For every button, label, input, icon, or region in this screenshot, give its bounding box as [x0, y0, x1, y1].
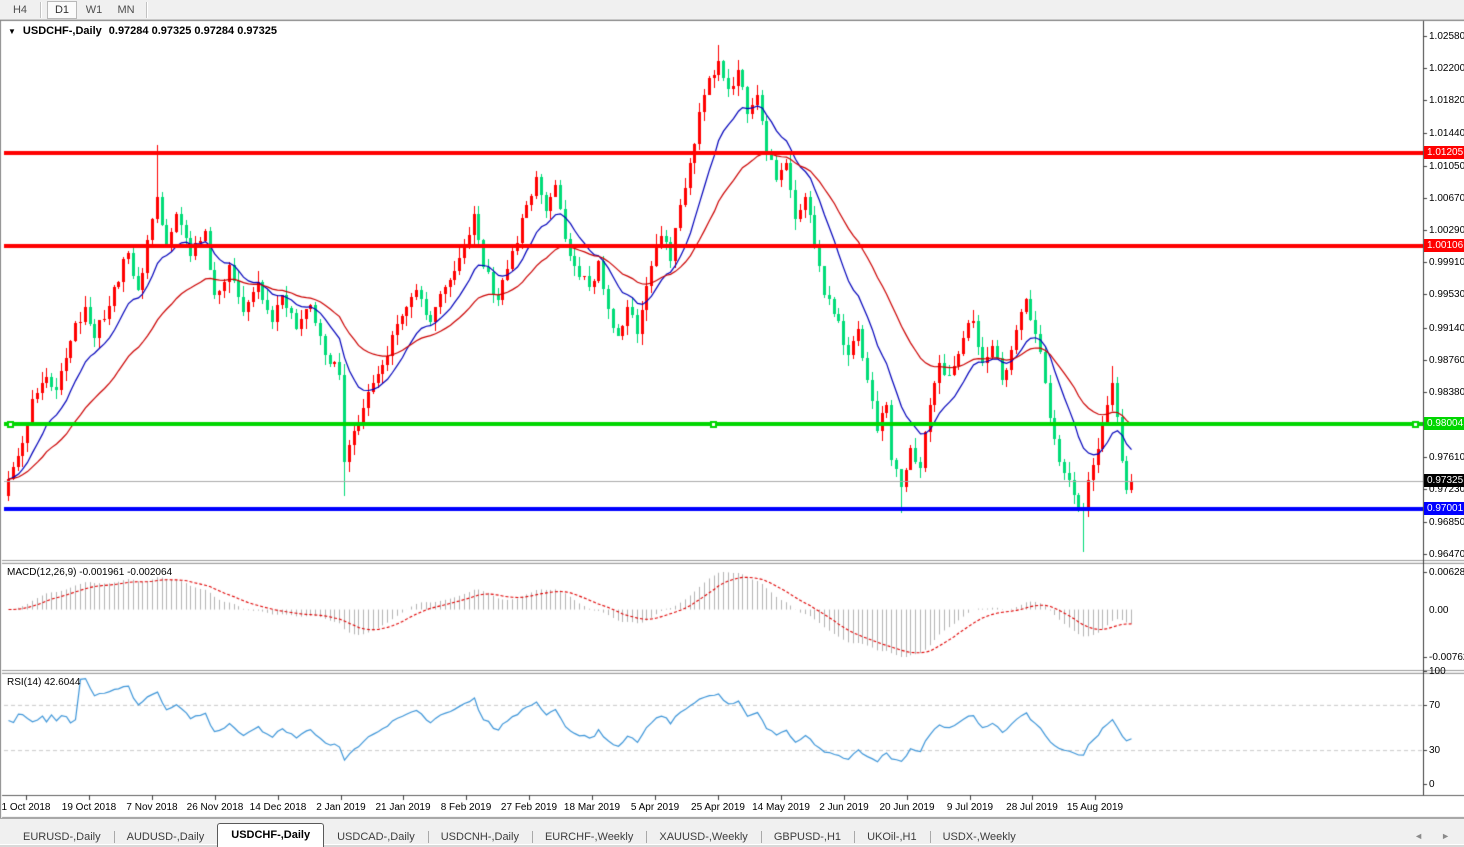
rsi-axis-30: 30	[1429, 745, 1441, 757]
chart-tab-usdcad-daily[interactable]: USDCAD-,Daily	[337, 831, 415, 843]
price-axis-label: 0.97230	[1429, 484, 1464, 496]
price-axis-label: 0.98380	[1429, 386, 1464, 398]
chart-canvas[interactable]	[0, 20, 1464, 818]
date-axis-label[interactable]: 5 Apr 2019	[630, 802, 680, 813]
price-axis-label: 1.00290	[1429, 225, 1464, 237]
symbol-ohlc-quote: 0.97284 0.97325 0.97284 0.97325	[108, 25, 277, 37]
price-axis-label: 1.00670	[1429, 192, 1464, 204]
price-axis-label: 0.96850	[1429, 516, 1464, 528]
rsi-axis-0: 0	[1429, 779, 1435, 790]
date-axis-label[interactable]: 26 Nov 2018	[186, 802, 244, 813]
macd-axis-zero: 0.00	[1429, 604, 1449, 616]
macd-indicator-label: MACD(12,26,9) -0.001961 -0.002064	[7, 567, 173, 578]
price-axis-label: 1.02200	[1429, 63, 1464, 75]
tab-scroll-arrows: ◄ ►	[1414, 831, 1464, 847]
price-axis-label: 0.97610	[1429, 452, 1464, 464]
price-axis-label: 0.96470	[1429, 548, 1464, 560]
tab-scroll-left-icon[interactable]: ◄	[1414, 831, 1424, 841]
tab-scroll-right-icon[interactable]: ►	[1441, 831, 1450, 841]
tab-bar-bottom-edge	[0, 844, 1464, 847]
date-axis-label[interactable]: 28 Jul 2019	[1006, 802, 1058, 813]
date-axis-label[interactable]: 27 Feb 2019	[500, 802, 558, 813]
chart-window: ▼ USDCHF-,Daily 0.97284 0.97325 0.97284 …	[0, 20, 1464, 818]
date-axis-label[interactable]: 21 Jan 2019	[375, 802, 431, 813]
price-axis-label: 0.98760	[1429, 354, 1464, 366]
macd-signal-value: -0.002064	[127, 567, 173, 578]
chart-symbol-title: ▼ USDCHF-,Daily 0.97284 0.97325 0.97284 …	[8, 25, 277, 37]
price-tag-1-01205: 1.01205	[1424, 146, 1464, 159]
price-axis-label: 1.01820	[1429, 95, 1464, 107]
date-axis-label[interactable]: 15 Aug 2019	[1066, 802, 1124, 813]
price-tag-1-00106: 1.00106	[1424, 239, 1464, 252]
chart-tab-gbpusd-h1[interactable]: GBPUSD-,H1	[760, 827, 854, 847]
toolbar-separator	[40, 1, 42, 18]
chart-tab-ukoil-h1[interactable]: UKOil-,H1	[854, 827, 930, 847]
price-axis-label: 0.99910	[1429, 257, 1464, 269]
rsi-indicator-label: RSI(14) 42.6044	[7, 677, 81, 688]
price-axis-label: 1.02580	[1429, 31, 1464, 42]
timeframe-button-h4[interactable]: H4	[12, 3, 28, 16]
chart-tab-xauusd-weekly[interactable]: XAUUSD-,Weekly	[646, 827, 760, 847]
rsi-axis-70: 70	[1429, 699, 1441, 711]
macd-main-value: -0.001961	[79, 567, 125, 578]
date-axis-label[interactable]: 14 May 2019	[752, 802, 810, 813]
price-axis-label: 0.99140	[1429, 322, 1464, 334]
price-tag-0-98004: 0.98004	[1424, 417, 1464, 430]
chart-tab-usdx-weekly[interactable]: USDX-,Weekly	[929, 827, 1029, 847]
date-axis-label[interactable]: 14 Dec 2018	[249, 802, 307, 813]
timeframe-button-w1[interactable]: W1	[85, 3, 103, 16]
symbol-name: USDCHF-,Daily	[22, 25, 102, 37]
rsi-axis-100: 100	[1429, 666, 1446, 677]
timeframe-button-d1[interactable]: D1	[47, 0, 77, 19]
toolbar-separator	[146, 1, 148, 18]
date-axis-label[interactable]: 7 Nov 2018	[126, 802, 178, 813]
chart-tab-row: EURUSD-,Daily AUDUSD-,Daily USDCHF-,Daily U…	[0, 821, 1414, 847]
chart-tab-usdcnh-daily[interactable]: USDCNH-,Daily	[427, 827, 532, 847]
chart-tab-usdchf-daily[interactable]: USDCHF-,Daily	[217, 823, 325, 847]
date-axis-label[interactable]: 20 Jun 2019	[879, 802, 935, 813]
chart-tab-eurusd-daily[interactable]: EURUSD-,Daily	[23, 831, 101, 843]
date-axis-label[interactable]: 25 Apr 2019	[691, 802, 745, 813]
price-axis-label: 0.99530	[1429, 289, 1464, 301]
macd-axis-max: 0.006286	[1429, 567, 1464, 578]
date-axis-label[interactable]: 2 Jan 2019	[316, 802, 366, 813]
date-axis-label[interactable]: 9 Jul 2019	[946, 802, 994, 813]
price-axis-label: 1.01440	[1429, 127, 1464, 139]
timeframe-toolbar: H4 D1 W1 MN	[0, 0, 1464, 20]
chart-tab-audusd-daily[interactable]: AUDUSD-,Daily	[113, 827, 218, 847]
timeframe-button-mn[interactable]: MN	[117, 3, 135, 16]
date-axis-label[interactable]: 19 Oct 2018	[61, 802, 117, 813]
price-tag-0-97001: 0.97001	[1424, 502, 1464, 515]
price-axis-label: 1.01050	[1429, 160, 1464, 172]
date-axis-label[interactable]: 8 Feb 2019	[440, 802, 492, 813]
chart-tab-eurchf-weekly[interactable]: EURCHF-,Weekly	[531, 827, 646, 847]
date-axis-label[interactable]: 2 Jun 2019	[819, 802, 869, 813]
date-axis-label[interactable]: 18 Mar 2019	[563, 802, 621, 813]
rsi-value: 42.6044	[44, 677, 81, 688]
price-tag-0-97325: 0.97325	[1424, 474, 1464, 487]
date-axis-label[interactable]: 1 Oct 2018	[1, 802, 51, 813]
symbol-dropdown-icon[interactable]: ▼	[8, 26, 16, 36]
macd-axis-min: -0.00762	[1429, 652, 1464, 663]
chart-tab-bar: EURUSD-,Daily AUDUSD-,Daily USDCHF-,Daily U…	[0, 818, 1464, 847]
